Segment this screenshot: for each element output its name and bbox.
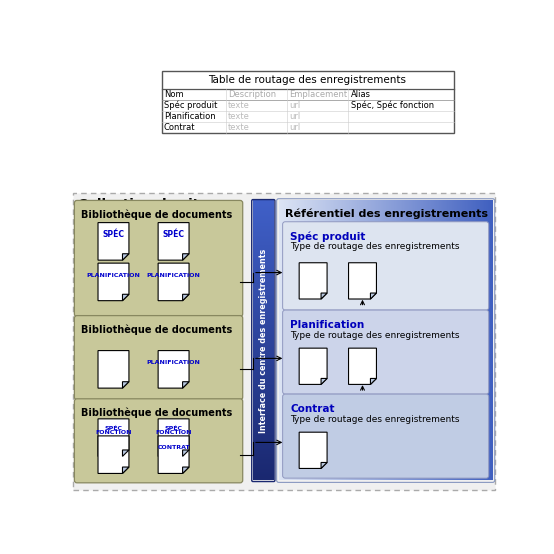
FancyBboxPatch shape	[283, 310, 489, 394]
Text: url: url	[289, 112, 300, 121]
FancyBboxPatch shape	[283, 394, 489, 478]
Text: SPÉC: SPÉC	[105, 427, 122, 432]
Text: Type de routage des enregistrements: Type de routage des enregistrements	[290, 242, 460, 251]
Text: texte: texte	[228, 122, 250, 132]
Text: url: url	[289, 101, 300, 110]
Text: SPÉC: SPÉC	[162, 230, 184, 239]
FancyBboxPatch shape	[74, 316, 243, 399]
Text: FONCTION: FONCTION	[155, 430, 192, 435]
FancyBboxPatch shape	[74, 201, 243, 316]
Text: Spéc produit: Spéc produit	[290, 232, 366, 243]
Text: Planification: Planification	[290, 320, 365, 330]
Text: Planification: Planification	[164, 112, 216, 121]
Polygon shape	[348, 263, 377, 299]
Polygon shape	[299, 263, 327, 299]
Polygon shape	[321, 378, 327, 384]
Text: Référentiel des enregistrements: Référentiel des enregistrements	[285, 208, 488, 219]
Polygon shape	[98, 351, 129, 388]
FancyBboxPatch shape	[283, 222, 489, 310]
Polygon shape	[98, 223, 129, 260]
Polygon shape	[183, 294, 189, 301]
Polygon shape	[98, 263, 129, 301]
Polygon shape	[183, 382, 189, 388]
Polygon shape	[98, 436, 129, 474]
Polygon shape	[299, 348, 327, 384]
Polygon shape	[122, 467, 129, 474]
Text: Description: Description	[228, 90, 276, 99]
Text: FONCTION: FONCTION	[95, 430, 132, 435]
Polygon shape	[371, 378, 377, 384]
Polygon shape	[98, 419, 129, 456]
Text: Bibliothèque de documents: Bibliothèque de documents	[81, 408, 233, 418]
Text: Collection de sites: Collection de sites	[78, 198, 216, 211]
FancyBboxPatch shape	[73, 193, 495, 490]
Text: Contrat: Contrat	[290, 404, 335, 414]
Polygon shape	[158, 436, 189, 474]
Polygon shape	[348, 348, 377, 384]
Polygon shape	[122, 382, 129, 388]
Text: Spéc, Spéc fonction: Spéc, Spéc fonction	[351, 101, 434, 110]
Text: SPÉC: SPÉC	[165, 427, 183, 432]
Polygon shape	[183, 450, 189, 456]
Polygon shape	[371, 293, 377, 299]
Text: Type de routage des enregistrements: Type de routage des enregistrements	[290, 331, 460, 340]
Text: url: url	[289, 122, 300, 132]
Text: PLANIFICATION: PLANIFICATION	[147, 273, 201, 278]
Polygon shape	[122, 294, 129, 301]
Text: texte: texte	[228, 101, 250, 110]
Polygon shape	[158, 351, 189, 388]
Text: Type de routage des enregistrements: Type de routage des enregistrements	[290, 414, 460, 424]
Text: Emplacement: Emplacement	[289, 90, 347, 99]
Text: Contrat: Contrat	[164, 122, 195, 132]
Polygon shape	[321, 293, 327, 299]
Text: Alias: Alias	[351, 90, 371, 99]
FancyBboxPatch shape	[162, 71, 454, 132]
Text: Table de routage des enregistrements: Table de routage des enregistrements	[208, 75, 407, 85]
Text: Spéc produit: Spéc produit	[164, 101, 217, 110]
Text: Nom: Nom	[164, 90, 183, 99]
Text: Bibliothèque de documents: Bibliothèque de documents	[81, 209, 233, 220]
Polygon shape	[183, 254, 189, 260]
Polygon shape	[158, 263, 189, 301]
Text: CONTRAT: CONTRAT	[157, 445, 190, 450]
Text: Bibliothèque de documents: Bibliothèque de documents	[81, 325, 233, 335]
Text: PLANIFICATION: PLANIFICATION	[147, 360, 201, 365]
Polygon shape	[122, 254, 129, 260]
Text: SPÉC: SPÉC	[102, 230, 125, 239]
Polygon shape	[321, 463, 327, 469]
Polygon shape	[158, 419, 189, 456]
Text: Interface du centre des enregistrements: Interface du centre des enregistrements	[259, 248, 268, 433]
Text: texte: texte	[228, 112, 250, 121]
Polygon shape	[158, 223, 189, 260]
Polygon shape	[122, 450, 129, 456]
Polygon shape	[299, 432, 327, 469]
Polygon shape	[183, 467, 189, 474]
FancyBboxPatch shape	[74, 399, 243, 483]
Text: PLANIFICATION: PLANIFICATION	[86, 273, 140, 278]
